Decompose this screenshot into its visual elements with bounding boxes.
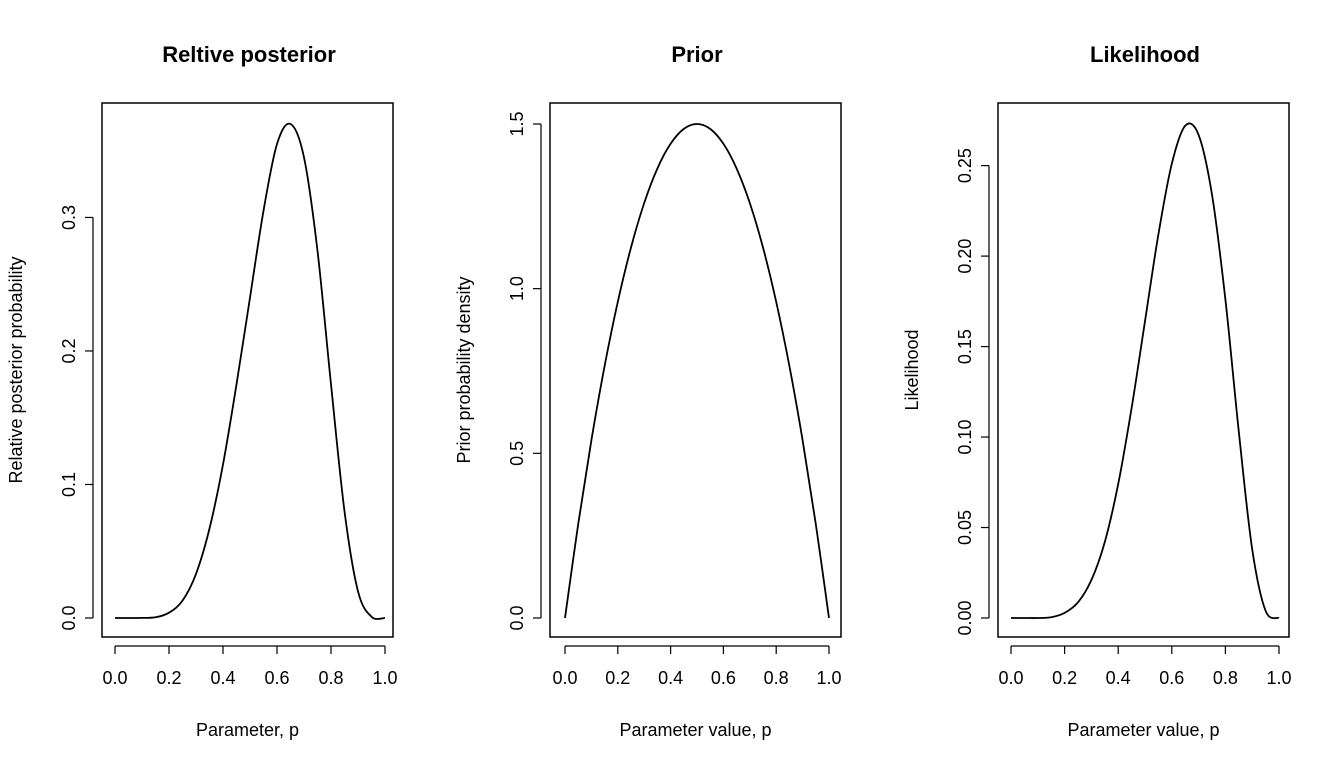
plot-frame xyxy=(997,102,1290,638)
x-tick-label: 0.2 xyxy=(1052,668,1077,688)
chart-panel-1: Reltive posterior 0.0 0.2 0.4 0.6 0.8 1.0 0.0 0.… xyxy=(6,42,398,740)
y-tick-label: 0.05 xyxy=(955,510,975,545)
y-tick-label: 0.00 xyxy=(955,600,975,635)
series-line-1 xyxy=(564,123,830,619)
chart-title: Reltive posterior xyxy=(162,42,336,67)
x-tick-label: 1.0 xyxy=(1266,668,1291,688)
y-axis-label: Likelihood xyxy=(902,329,922,410)
y-tick-label: 0.10 xyxy=(955,420,975,455)
x-tick-label: 1.0 xyxy=(372,668,397,688)
y-tick-label: 0.15 xyxy=(955,329,975,364)
y-tick-label: 0.0 xyxy=(507,605,527,630)
y-tick-label: 0.1 xyxy=(59,472,79,497)
y-tick-label: 1.5 xyxy=(507,111,527,136)
plot-frame xyxy=(101,102,394,638)
y-tick-label: 0.5 xyxy=(507,441,527,466)
x-tick-label: 1.0 xyxy=(816,668,841,688)
x-tick-label: 0.8 xyxy=(318,668,343,688)
series-line-1 xyxy=(1011,122,1280,620)
chart-panel-3: Likelihood 0.0 0.2 0.4 0.6 0.8 1.0 0.00 0.05 0.10… xyxy=(902,42,1292,740)
x-tick-label: 0.4 xyxy=(658,668,683,688)
x-axis-label: Parameter value, p xyxy=(619,720,771,740)
x-axis-label: Parameter, p xyxy=(196,720,299,740)
y-tick-label: 1.0 xyxy=(507,276,527,301)
y-axis-label: Prior probability density xyxy=(454,276,474,463)
plot-frame xyxy=(549,102,842,638)
x-tick-label: 0.0 xyxy=(102,668,127,688)
x-tick-label: 0.4 xyxy=(210,668,235,688)
y-tick-label: 0.0 xyxy=(59,605,79,630)
chart-panel-2: Prior 0.0 0.2 0.4 0.6 0.8 1.0 0.0 0.5 1.0 1.5 Param… xyxy=(454,42,842,740)
x-tick-label: 0.8 xyxy=(1213,668,1238,688)
x-tick-label: 0.0 xyxy=(552,668,577,688)
y-tick-label: 0.20 xyxy=(955,239,975,274)
x-tick-label: 0.6 xyxy=(711,668,736,688)
series-line-1 xyxy=(115,122,386,620)
chart-title: Prior xyxy=(671,42,723,67)
x-tick-label: 0.2 xyxy=(605,668,630,688)
chart-title: Likelihood xyxy=(1090,42,1200,67)
y-tick-label: 0.25 xyxy=(955,148,975,183)
y-axis-label: Relative posterior probability xyxy=(6,256,26,483)
x-tick-label: 0.4 xyxy=(1106,668,1131,688)
x-tick-label: 0.2 xyxy=(156,668,181,688)
x-axis-label: Parameter value, p xyxy=(1067,720,1219,740)
x-tick-label: 0.0 xyxy=(998,668,1023,688)
x-tick-label: 0.6 xyxy=(1159,668,1184,688)
y-tick-label: 0.3 xyxy=(59,205,79,230)
x-tick-label: 0.6 xyxy=(264,668,289,688)
y-tick-label: 0.2 xyxy=(59,338,79,363)
x-tick-label: 0.8 xyxy=(764,668,789,688)
